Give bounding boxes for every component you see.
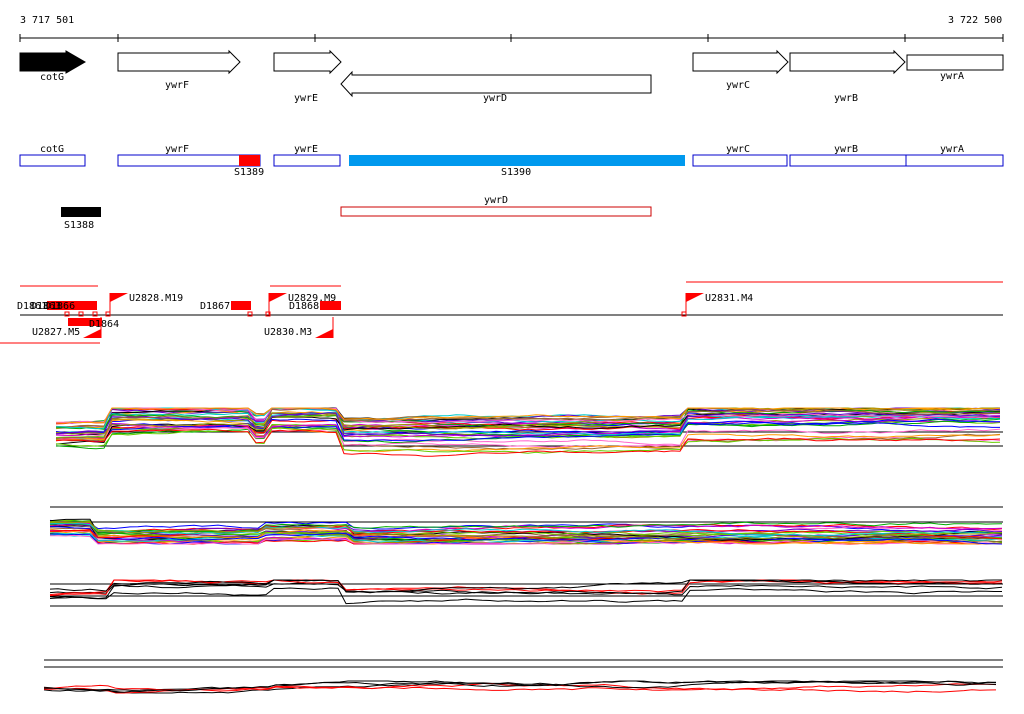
gene-ywrD[interactable]: ywrD xyxy=(340,70,652,104)
feature-S1390[interactable]: S1390 xyxy=(349,155,685,178)
promoter-U2830-M3[interactable]: U2830.M3 xyxy=(264,317,334,338)
terminator-label: D1863 xyxy=(31,301,61,312)
expression-trace xyxy=(49,522,1003,537)
expression-trace xyxy=(55,421,1000,442)
promoter-U2827-M5[interactable]: U2827.M5 xyxy=(32,317,102,338)
feature-S1389[interactable]: S1389 xyxy=(234,155,264,178)
ruler: 3 717 501 3 722 500 xyxy=(19,15,1004,42)
promoter-flag-icon xyxy=(83,329,101,338)
promoter-label: U2828.M19 xyxy=(129,293,183,304)
gene-arrow-icon xyxy=(340,70,652,98)
segment-label: ywrC xyxy=(726,144,750,155)
terminator-cluster[interactable]: D1861 D1863 D1866 D1864 xyxy=(17,301,119,330)
gene-arrow-icon xyxy=(273,49,342,75)
expression-panel-2 xyxy=(49,506,1003,545)
feature-label: S1389 xyxy=(234,167,264,178)
coord-start: 3 717 501 xyxy=(20,15,74,26)
segment-ywrB[interactable]: ywrB xyxy=(789,144,907,167)
gene-arrow-icon xyxy=(692,49,789,75)
gene-ywrB[interactable]: ywrB xyxy=(789,49,906,104)
gene-track: cotG ywrF ywrE ywrD ywrC ywrB ywrA xyxy=(19,49,1004,104)
promoter-flag-icon xyxy=(686,293,704,302)
gene-label: ywrD xyxy=(483,93,507,104)
segment-label: ywrF xyxy=(165,144,189,155)
segment-label: ywrE xyxy=(294,144,318,155)
gene-ywrF[interactable]: ywrF xyxy=(117,49,241,91)
promoter-flag-icon xyxy=(315,329,333,338)
segment-label: ywrB xyxy=(834,144,858,155)
feature-label: S1388 xyxy=(64,220,94,231)
segment-track: cotG ywrF S1389 ywrE S1390 ywrC ywrB yw xyxy=(19,144,1004,231)
terminator-D1867[interactable]: D1867 xyxy=(200,301,251,312)
expression-trace xyxy=(55,407,1001,424)
segment-ywrC[interactable]: ywrC xyxy=(692,144,788,167)
gene-box-icon xyxy=(906,54,1004,71)
promoter-U2828-M19[interactable]: U2828.M19 xyxy=(109,293,183,315)
expression-trace xyxy=(49,579,1002,594)
gene-label: cotG xyxy=(40,72,64,83)
segment-ywrF[interactable]: ywrF xyxy=(117,144,261,167)
promoter-label: U2830.M3 xyxy=(264,327,312,338)
expression-trace xyxy=(55,415,1001,438)
expression-trace xyxy=(49,587,1002,605)
expression-trace xyxy=(49,523,1003,540)
expression-trace xyxy=(49,521,1003,540)
expression-trace xyxy=(49,526,1003,545)
gene-label: ywrB xyxy=(834,93,858,104)
expression-trace xyxy=(55,407,1001,439)
promoter-label: U2829.M9 xyxy=(288,293,336,304)
expression-trace xyxy=(49,579,1003,600)
segment-label: cotG xyxy=(40,144,64,155)
segment-ywrD[interactable]: ywrD xyxy=(340,195,652,217)
terminator-label: D1861 xyxy=(17,301,47,312)
terminator-D1868[interactable]: D1868 xyxy=(289,301,341,312)
expression-trace xyxy=(55,425,1001,448)
terminator-label: D1868 xyxy=(289,301,319,312)
expression-trace xyxy=(43,680,997,693)
feature-S1388[interactable]: S1388 xyxy=(61,207,101,231)
gene-label: ywrF xyxy=(165,80,189,91)
segment-label: ywrA xyxy=(940,144,964,155)
expression-trace xyxy=(55,418,1001,442)
expression-trace xyxy=(49,521,1003,534)
gene-arrow-icon xyxy=(789,49,906,75)
promoter-label: U2827.M5 xyxy=(32,327,80,338)
promoter-U2829-M9[interactable]: U2829.M9 xyxy=(268,293,336,315)
gene-cotG[interactable]: cotG xyxy=(19,50,86,83)
segment-ywrA[interactable]: ywrA xyxy=(905,144,1004,167)
coord-end: 3 722 500 xyxy=(948,15,1002,26)
expression-trace xyxy=(49,582,1003,596)
expression-trace xyxy=(55,428,1001,457)
terminator-label: D1867 xyxy=(200,301,230,312)
segment-label: ywrD xyxy=(484,195,508,206)
expression-trace xyxy=(56,418,1001,452)
promoter-label: U2831.M4 xyxy=(705,293,753,304)
expression-trace xyxy=(55,412,1001,437)
gene-ywrE[interactable]: ywrE xyxy=(273,49,342,104)
gene-arrow-icon xyxy=(117,49,241,75)
expression-panel-1 xyxy=(55,407,1003,457)
segment-ywrE[interactable]: ywrE xyxy=(273,144,341,167)
promoter-flag-icon xyxy=(269,293,287,302)
gene-arrow-icon xyxy=(19,50,86,74)
terminator-label: D1864 xyxy=(89,319,119,330)
gene-ywrC[interactable]: ywrC xyxy=(692,49,789,91)
promoter-U2831-M4[interactable]: U2831.M4 xyxy=(685,293,753,315)
gene-label: ywrA xyxy=(940,71,964,82)
expression-trace xyxy=(55,407,1001,424)
gene-label: ywrC xyxy=(726,80,750,91)
terminator-label: D1866 xyxy=(45,301,75,312)
gene-ywrA[interactable]: ywrA xyxy=(906,54,1004,82)
regulatory-track: D1861 D1863 D1866 D1864 D1867 D1868 U282… xyxy=(0,281,1003,344)
feature-label: S1390 xyxy=(501,167,531,178)
expression-trace xyxy=(50,534,1002,545)
expression-trace xyxy=(55,427,1001,454)
expression-panel-4 xyxy=(43,659,1003,694)
segment-cotG[interactable]: cotG xyxy=(19,144,86,167)
gene-label: ywrE xyxy=(294,93,318,104)
expression-panel-3 xyxy=(49,579,1003,607)
expression-trace xyxy=(56,407,1001,436)
promoter-flag-icon xyxy=(110,293,128,302)
